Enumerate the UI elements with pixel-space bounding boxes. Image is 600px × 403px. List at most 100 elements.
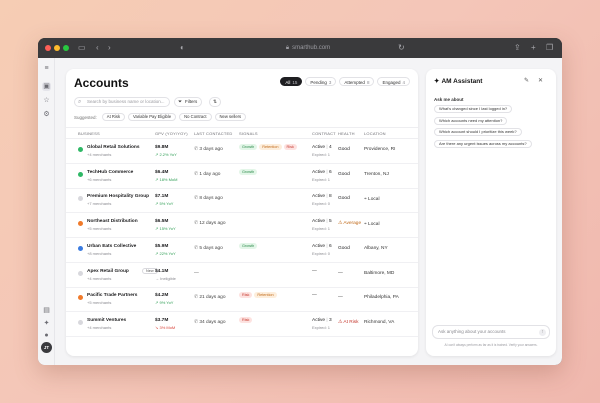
table-row[interactable]: Summit Ventures +4 merchants $3.7M ↘ 3% MoM…	[66, 313, 418, 337]
avatar[interactable]: JT	[41, 342, 52, 353]
table-row[interactable]: TechHub Commerce +6 merchants $6.4M ↗ 18% M…	[66, 165, 418, 189]
maximize-window-button[interactable]	[63, 45, 69, 51]
minimize-window-button[interactable]	[54, 45, 60, 51]
business-name[interactable]: Summit Ventures	[87, 317, 127, 323]
send-icon[interactable]: ↑	[539, 329, 546, 336]
forward-icon[interactable]: ›	[108, 43, 111, 52]
sort-button[interactable]: ⇅	[209, 97, 221, 107]
location: Providence, RI	[364, 147, 395, 152]
assistant-input-placeholder: Ask anything about your accounts	[438, 329, 506, 334]
gpv-value: $3.7M	[155, 317, 169, 323]
contract-expired: Expired: 0	[312, 201, 331, 207]
address-bar[interactable]: 🔒︎ smarthub.com	[263, 43, 353, 53]
tabs-overview-icon[interactable]: ❐	[546, 43, 554, 52]
contract-count: 4	[329, 145, 332, 150]
contract-label: Active	[312, 169, 326, 175]
filter-tab-all[interactable]: All 15	[280, 77, 303, 86]
shield-icon[interactable]: ◐	[180, 43, 185, 52]
signals: Risk	[239, 316, 307, 325]
chat-icon[interactable]: ▤	[43, 307, 50, 314]
col-location[interactable]: LOCATION	[364, 131, 386, 136]
business-name[interactable]: Urban Eats Collective	[87, 243, 137, 249]
filter-tab-engaged[interactable]: Engaged 4	[377, 77, 410, 86]
suggested-question[interactable]: Which account should I prioritize this w…	[434, 128, 522, 136]
share-icon[interactable]: ⇪	[514, 43, 521, 52]
filter-tab-attempted[interactable]: Attempted 8	[339, 77, 375, 86]
phone-icon: ✆	[194, 196, 200, 202]
last-contacted-text: —	[194, 270, 199, 276]
notification-icon[interactable]: ●	[44, 332, 49, 339]
table-row[interactable]: Pacific Trade Partners +5 merchants $4.2M ↗…	[66, 288, 418, 313]
close-icon[interactable]: ✕	[538, 78, 544, 84]
new-badge-wrap: New	[139, 267, 158, 274]
back-icon[interactable]: ‹	[96, 43, 99, 52]
merchant-count: +4 merchants	[87, 324, 112, 330]
sparkle-icon[interactable]: ✦	[43, 320, 50, 327]
settings-icon[interactable]: ⚙	[43, 111, 50, 118]
signals: Growth	[239, 242, 307, 251]
table-row[interactable]: Northeast Distribution +5 merchants $6.5M ↗…	[66, 214, 418, 239]
business-name[interactable]: Premium Hospitality Group	[87, 194, 150, 200]
col-last-contacted[interactable]: LAST CONTACTED	[194, 131, 233, 136]
signal-badge-growth[interactable]: Growth	[239, 144, 258, 150]
gpv-change: ↗ 2.2% YoY	[155, 152, 177, 157]
table-row[interactable]: Premium Hospitality Group +7 merchants $7.…	[66, 189, 418, 214]
business-name[interactable]: Apex Retail Group	[87, 268, 129, 274]
star-icon[interactable]: ☆	[43, 97, 50, 104]
reload-icon[interactable]: ↻	[398, 43, 405, 52]
table-row[interactable]: Urban Eats Collective +8 merchants $5.9M ↗ …	[66, 239, 418, 263]
browser-window: ▭ ‹ › ◐ 🔒︎ smarthub.com ↻ ⇪ + ❐ ≡ ▣ ☆ ⚙ …	[38, 38, 562, 365]
url-text: smarthub.com	[292, 45, 331, 51]
signal-badge-growth[interactable]: Growth	[239, 242, 258, 249]
gpv-value: $6.5M	[155, 219, 169, 225]
col-health[interactable]: HEALTH	[338, 131, 355, 136]
filters-button[interactable]: ⏷ Filters	[174, 97, 203, 107]
signal-badge-retention[interactable]: Retention	[259, 144, 282, 150]
suggested-filter-chip[interactable]: New sellers	[214, 113, 247, 121]
briefcase-icon[interactable]: ▣	[42, 82, 51, 91]
separator: |	[325, 145, 329, 150]
business-name[interactable]: Pacific Trade Partners	[87, 293, 138, 299]
filter-tab-count: 8	[366, 80, 370, 85]
suggested-question[interactable]: Which accounts need my attention?	[434, 116, 508, 125]
filter-tab-pending[interactable]: Pending 3	[305, 77, 337, 86]
assistant-panel: ✦ AM Assistant ✎ ✕ Ask me about What's ch…	[426, 69, 556, 356]
last-contacted-text: 21 days ago	[199, 295, 226, 301]
separator: |	[325, 194, 329, 200]
new-tab-icon[interactable]: +	[531, 43, 536, 52]
suggested-question[interactable]: Are there any urgent issues across my ac…	[434, 139, 532, 148]
contract-label: Active	[312, 194, 326, 200]
table-row[interactable]: Global Retail Solutions +4 merchants $9.8M…	[66, 140, 418, 164]
signal-badge-risk[interactable]: Risk	[283, 144, 297, 150]
suggested-filter-chip[interactable]: Variable Pay Eligible	[128, 113, 177, 121]
business-name[interactable]: TechHub Commerce	[87, 169, 134, 175]
status-dot	[78, 245, 83, 251]
filter-tab-count: 4	[402, 80, 405, 85]
signal-badge-growth[interactable]: Growth	[239, 168, 258, 175]
suggested-filter-chip[interactable]: At Risk	[101, 113, 126, 121]
close-window-button[interactable]	[45, 45, 51, 51]
assistant-input[interactable]: Ask anything about your accounts ↑	[432, 325, 550, 339]
location: ⌖ Local	[364, 221, 380, 227]
suggested-filter-chip[interactable]: No Contract	[179, 113, 212, 121]
business-name[interactable]: Northeast Distribution	[87, 219, 138, 225]
menu-icon[interactable]: ≡	[44, 65, 49, 72]
col-business[interactable]: BUSINESS	[78, 131, 100, 136]
lock-icon: 🔒︎	[285, 44, 290, 51]
suggested-filters: Suggested: At Risk Variable Pay Eligible N…	[74, 113, 247, 121]
table-row[interactable]: Apex Retail Group New +4 merchants $4.1M → I…	[66, 264, 418, 288]
location: Philadelphia, PA	[364, 295, 399, 300]
business-name[interactable]: Global Retail Solutions	[87, 145, 140, 150]
sparkle-icon: ✦	[434, 78, 440, 85]
edit-icon[interactable]: ✎	[524, 78, 530, 84]
health-status: Good	[338, 171, 350, 177]
sidebar-toggle-icon[interactable]: ▭	[78, 43, 86, 52]
contract-count: 6	[329, 243, 332, 249]
col-gpv[interactable]: GPV (YOY/YOY)	[155, 131, 188, 136]
suggested-question[interactable]: What's changed since I last logged in?	[434, 105, 513, 113]
signal-badge-retention[interactable]: Retention	[254, 292, 277, 299]
signal-badge-risk[interactable]: Risk	[239, 292, 253, 299]
search-input[interactable]: ⌕ Search by business name or location...	[74, 97, 170, 107]
col-contract[interactable]: CONTRACT	[312, 131, 336, 136]
signal-badge-risk[interactable]: Risk	[239, 316, 253, 323]
